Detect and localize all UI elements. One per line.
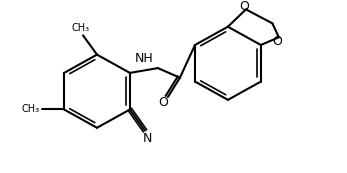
Text: O: O	[239, 0, 249, 13]
Text: NH: NH	[135, 52, 153, 65]
Text: N: N	[143, 132, 153, 145]
Text: O: O	[158, 96, 168, 109]
Text: O: O	[272, 35, 282, 48]
Text: CH₃: CH₃	[22, 104, 40, 115]
Text: CH₃: CH₃	[72, 24, 90, 33]
